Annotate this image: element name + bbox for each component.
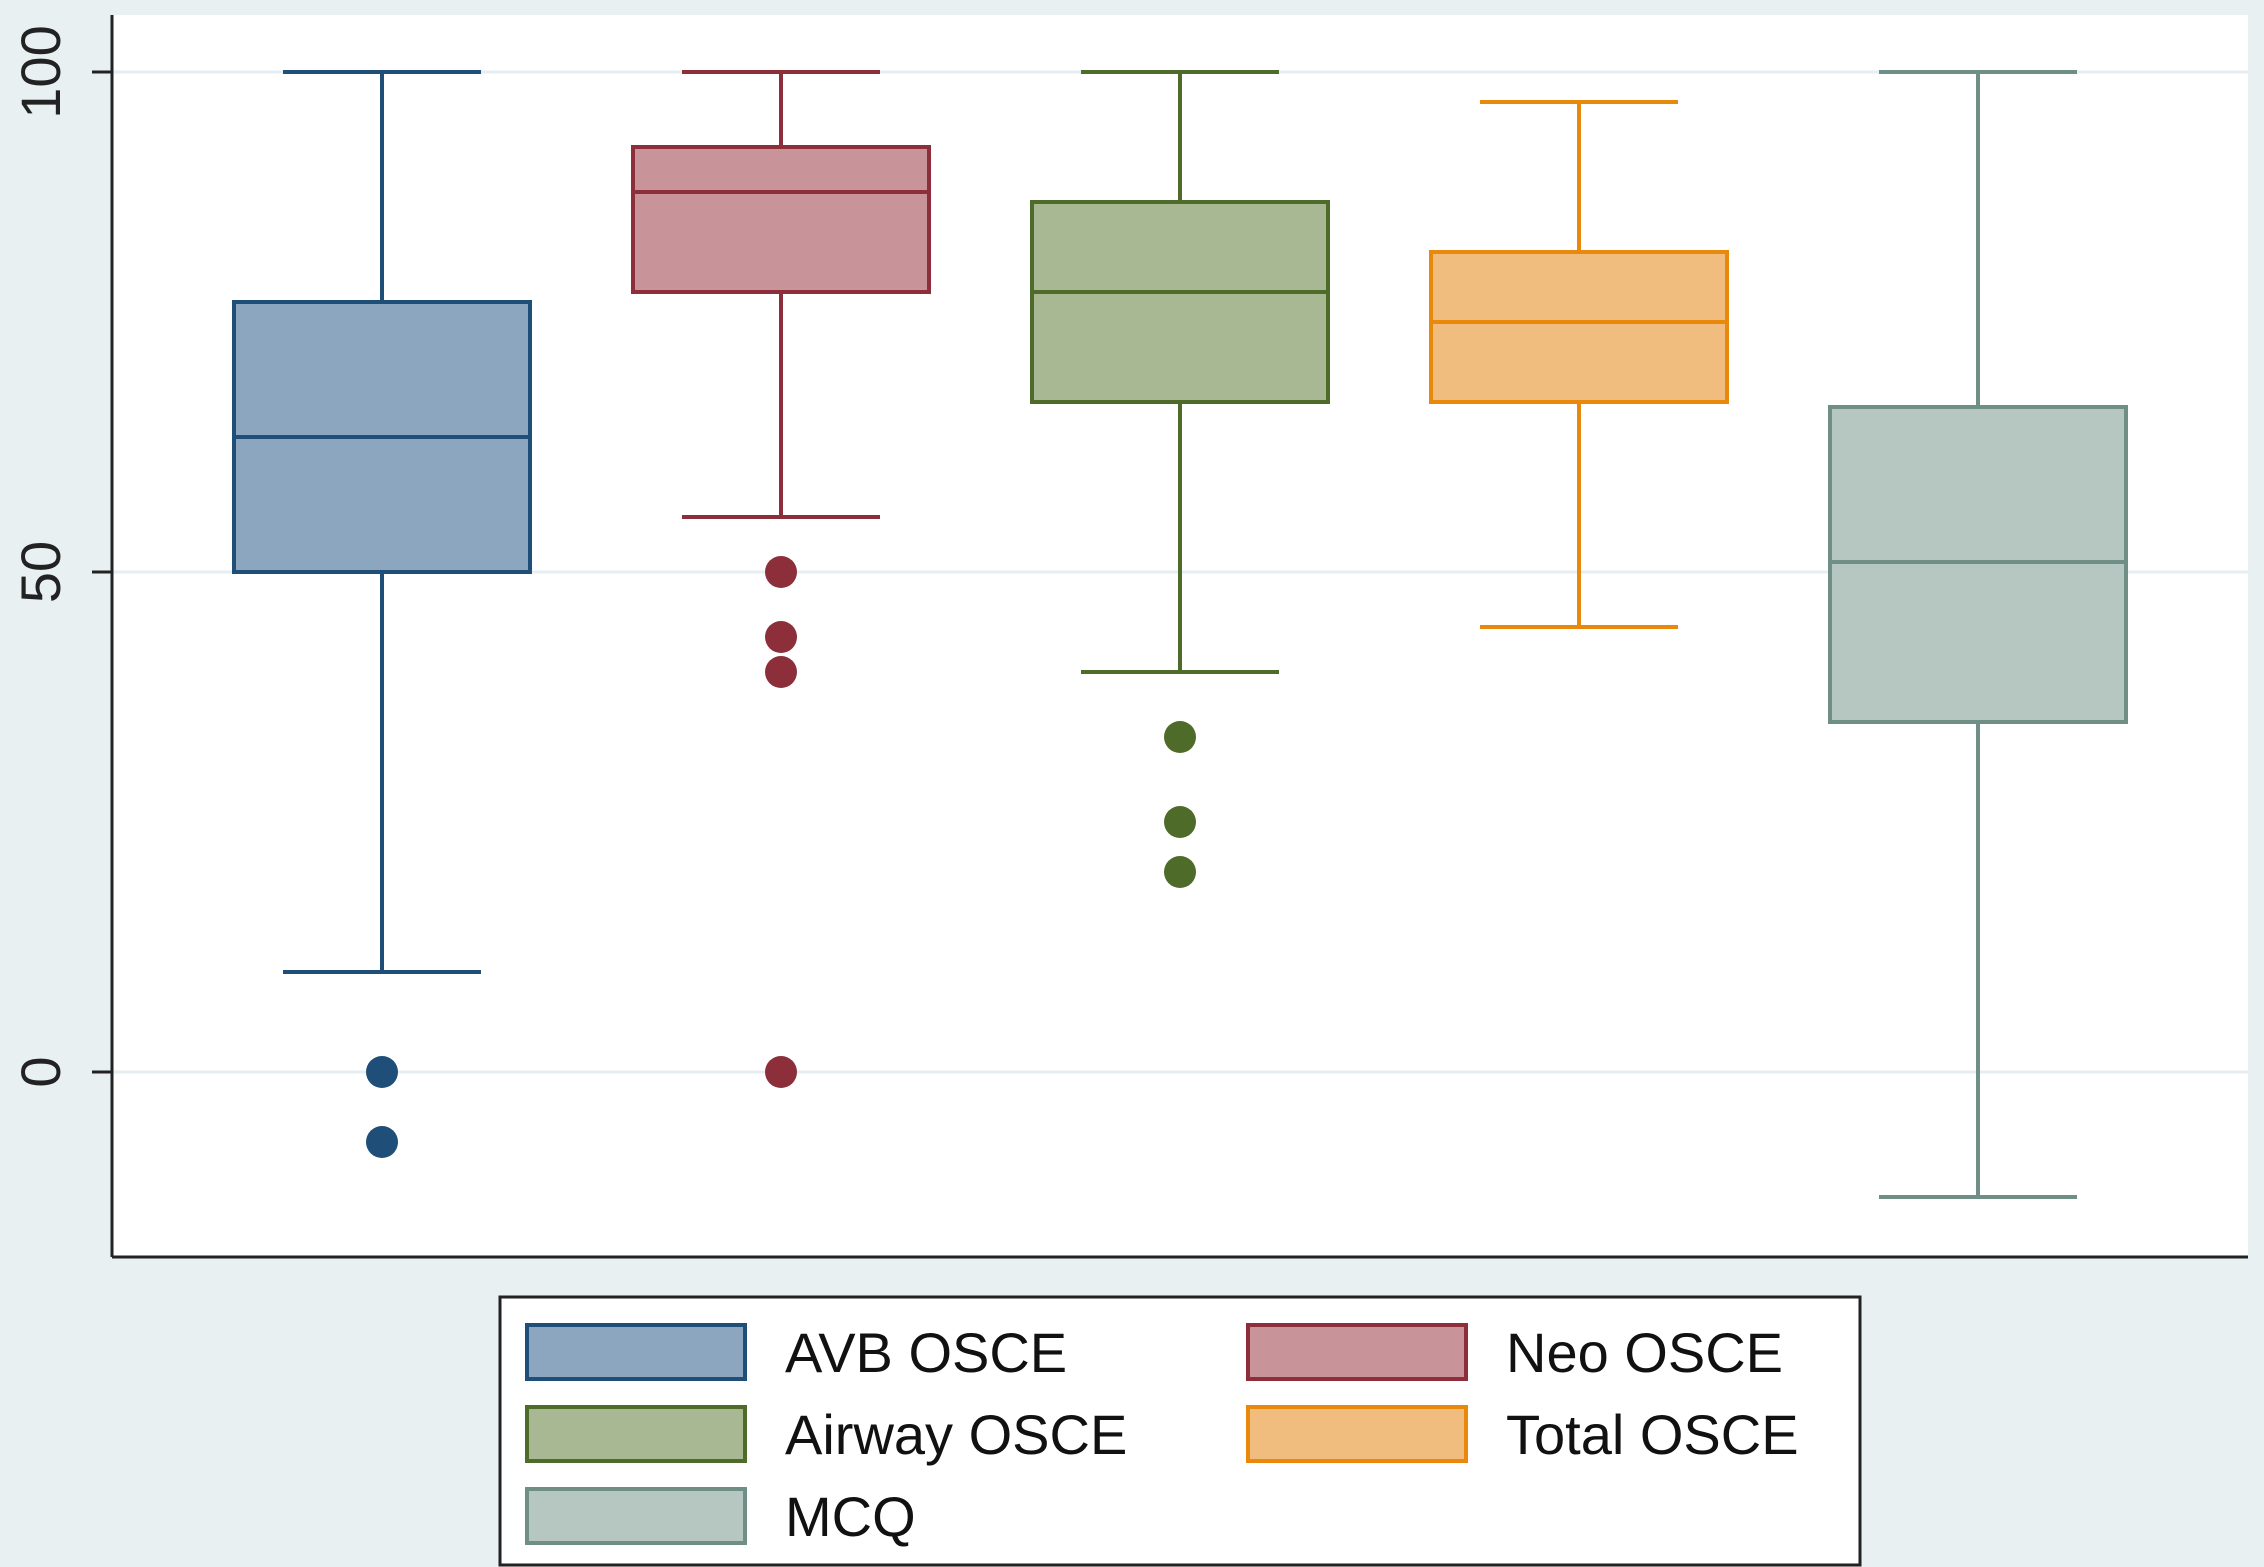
box-avb-osce [232, 70, 532, 1158]
y-axis: 0 50 100 [9, 15, 2248, 1259]
box-airway-osce [1030, 70, 1330, 888]
iqr-box-total-osce [1429, 250, 1729, 404]
boxes [232, 70, 2128, 1199]
box-total-osce [1429, 100, 1729, 629]
legend: AVB OSCE Neo OSCE Airway OSCE Total OSCE MCQ [498, 1295, 1862, 1567]
outlier-neo-osce-2 [765, 656, 797, 688]
outlier-neo-osce-0 [765, 556, 797, 588]
legend-swatch-mcq [525, 1487, 747, 1545]
box-neo-osce [631, 70, 931, 1088]
legend-label-total-osce: Total OSCE [1506, 1403, 1799, 1466]
y-tick-label-0: 0 [9, 1056, 72, 1087]
legend-label-neo-osce: Neo OSCE [1506, 1321, 1783, 1384]
legend-swatch-neo-osce [1246, 1323, 1468, 1381]
iqr-box-neo-osce [631, 145, 931, 294]
legend-label-avb-osce: AVB OSCE [785, 1321, 1067, 1384]
iqr-box-airway-osce [1030, 200, 1330, 404]
y-tick-label-100: 100 [9, 25, 72, 118]
legend-swatch-avb-osce [525, 1323, 747, 1381]
outlier-airway-osce-2 [1164, 856, 1196, 888]
legend-label-mcq: MCQ [785, 1485, 916, 1548]
iqr-box-mcq [1828, 405, 2128, 724]
box-mcq [1828, 70, 2128, 1199]
legend-label-airway-osce: Airway OSCE [785, 1403, 1127, 1466]
outlier-neo-osce-1 [765, 621, 797, 653]
outlier-neo-osce-3 [765, 1056, 797, 1088]
y-tick-label-50: 50 [9, 541, 72, 603]
outlier-airway-osce-1 [1164, 806, 1196, 838]
outlier-airway-osce-0 [1164, 721, 1196, 753]
legend-swatch-total-osce [1246, 1405, 1468, 1463]
outlier-avb-osce-1 [366, 1126, 398, 1158]
outlier-avb-osce-0 [366, 1056, 398, 1088]
legend-swatch-airway-osce [525, 1405, 747, 1463]
